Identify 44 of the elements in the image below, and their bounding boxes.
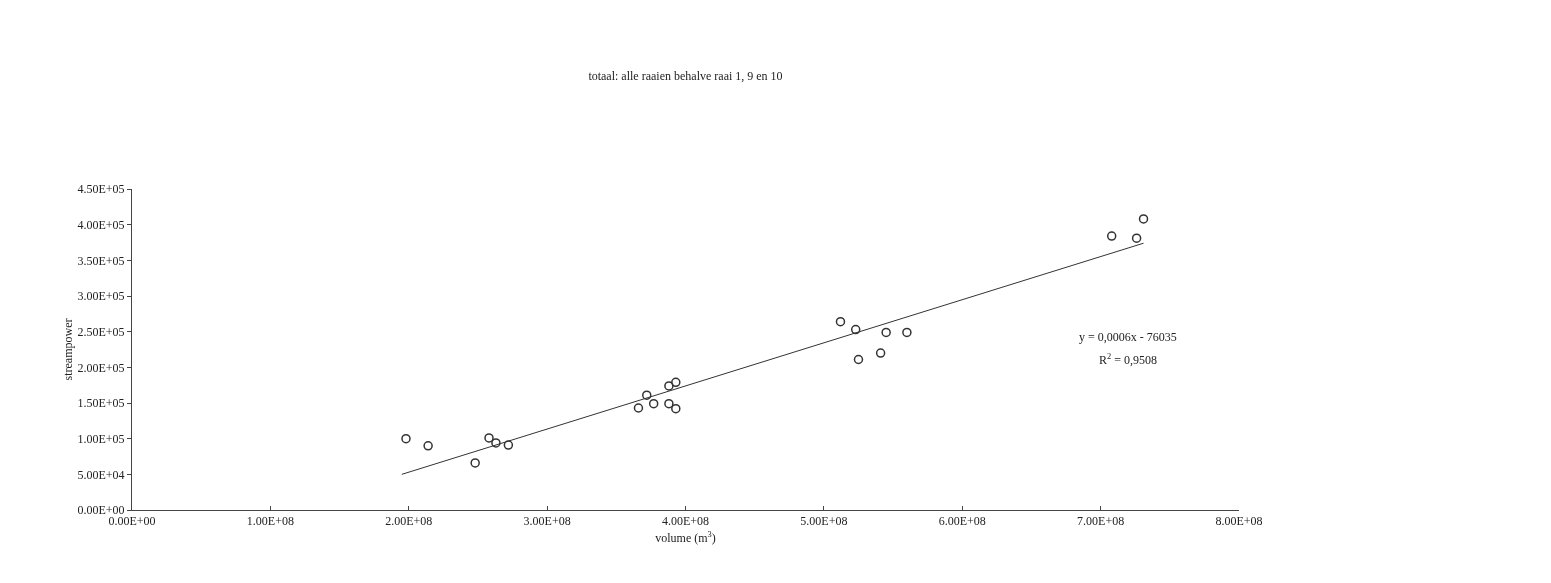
y-tick-label: 2.00E+05 (77, 360, 125, 375)
point (401, 433, 411, 444)
point (671, 377, 681, 388)
point (850, 324, 861, 335)
point (648, 398, 659, 409)
point (642, 390, 652, 400)
annotation: y = 0,0006x - 76035 (1079, 330, 1177, 344)
x-tick-label: 6.00E+08 (938, 514, 986, 529)
point (902, 327, 912, 338)
point (503, 440, 514, 450)
point (423, 441, 433, 451)
point (1131, 233, 1142, 243)
point (881, 327, 891, 338)
y-tick-label: 3.50E+05 (77, 253, 125, 268)
x-tick-label: 8.00E+08 (1215, 514, 1263, 529)
y-tick-label: 3.00E+05 (77, 289, 125, 304)
point (664, 381, 674, 391)
x-tick-label: 7.00E+08 (1077, 514, 1125, 529)
point (875, 348, 886, 358)
point (1106, 231, 1117, 241)
point (633, 403, 644, 413)
y-tick-label: 5.00E+04 (77, 467, 125, 482)
y-tick-label: 2.50E+05 (77, 324, 125, 339)
point (664, 398, 674, 409)
point (671, 403, 681, 414)
point (491, 438, 501, 448)
y-tick-label: 1.00E+05 (77, 431, 125, 446)
x-axis-title: volume (m$^{3}$) (655, 530, 716, 546)
x-tick-label: 3.00E+08 (523, 514, 571, 529)
point (853, 354, 864, 365)
y-axis-title: streampower (60, 318, 75, 381)
x-tick-label: 4.00E+08 (661, 514, 710, 529)
point (470, 458, 480, 468)
chart-title: totaal: alle raaien behalve raai 1, 9 en 10 (588, 68, 783, 83)
point (835, 316, 846, 327)
point (484, 433, 494, 443)
point (1138, 214, 1149, 224)
x-tick-label: 5.00E+08 (800, 514, 848, 529)
x-tick-label: 2.00E+08 (385, 514, 433, 529)
y-tick-label: 1.50E+05 (77, 396, 125, 411)
annotation: R$^{2}$ = 0,9508 (1099, 352, 1157, 368)
y-tick-label: 4.00E+05 (77, 217, 125, 232)
x-tick-label: 1.00E+08 (246, 514, 294, 529)
y-tick-label: 4.50E+05 (77, 182, 125, 197)
